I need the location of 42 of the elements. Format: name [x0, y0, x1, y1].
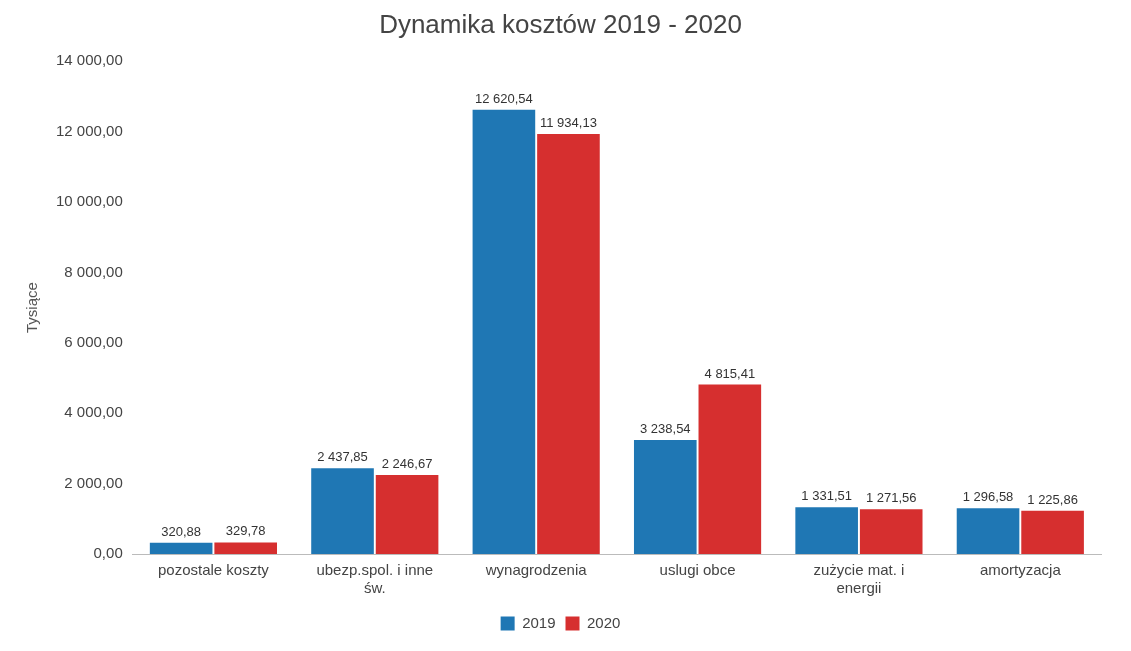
- bar: [1021, 510, 1084, 554]
- data-label: 1 296,58: [962, 489, 1014, 505]
- data-label: 12 620,54: [474, 90, 533, 106]
- bar: [698, 384, 762, 554]
- data-label: 2 437,85: [317, 449, 368, 465]
- bar: [633, 440, 697, 554]
- bar: [472, 109, 536, 554]
- bar: [214, 542, 277, 554]
- y-tick-label: 0,00: [93, 544, 123, 562]
- x-tick-label: pozostale koszty: [157, 561, 270, 579]
- bar: [375, 474, 439, 554]
- chart-title: Dynamika kosztów 2019 - 2020: [379, 8, 742, 39]
- y-tick-label: 12 000,00: [56, 121, 123, 139]
- bar: [859, 509, 923, 554]
- y-tick-label: 4 000,00: [64, 403, 123, 421]
- y-tick-label: 2 000,00: [64, 473, 123, 491]
- data-label: 3 238,54: [639, 421, 691, 437]
- legend-label: 2019: [522, 613, 556, 631]
- y-tick-label: 8 000,00: [64, 262, 123, 280]
- y-tick-label: 6 000,00: [64, 332, 123, 350]
- x-tick-label: uslugi obce: [659, 561, 736, 579]
- x-tick-label: ubezp.spol. i inne św.: [316, 561, 434, 597]
- x-tick-label: wynagrodzenia: [484, 561, 588, 579]
- bar: [537, 133, 600, 554]
- data-label: 329,78: [225, 523, 266, 539]
- data-label: 4 815,41: [704, 365, 756, 381]
- data-label: 320,88: [161, 523, 202, 539]
- bar: [311, 468, 374, 554]
- data-label: 1 331,51: [801, 488, 852, 504]
- bar: [795, 507, 858, 554]
- x-tick-label: amortyzacja: [979, 561, 1062, 579]
- y-tick-label: 10 000,00: [56, 192, 123, 210]
- bar: [956, 508, 1020, 554]
- data-label: 11 934,13: [540, 115, 597, 130]
- x-tick-label: zużycie mat. i energii: [813, 561, 905, 597]
- y-axis-title: Tysiące: [23, 282, 41, 334]
- legend-label: 2020: [587, 613, 621, 631]
- bar: [149, 542, 213, 554]
- y-tick-label: 14 000,00: [56, 51, 123, 69]
- data-label: 1 225,86: [1027, 491, 1078, 507]
- data-label: 2 246,67: [381, 456, 433, 471]
- data-label: 1 271,56: [865, 490, 917, 506]
